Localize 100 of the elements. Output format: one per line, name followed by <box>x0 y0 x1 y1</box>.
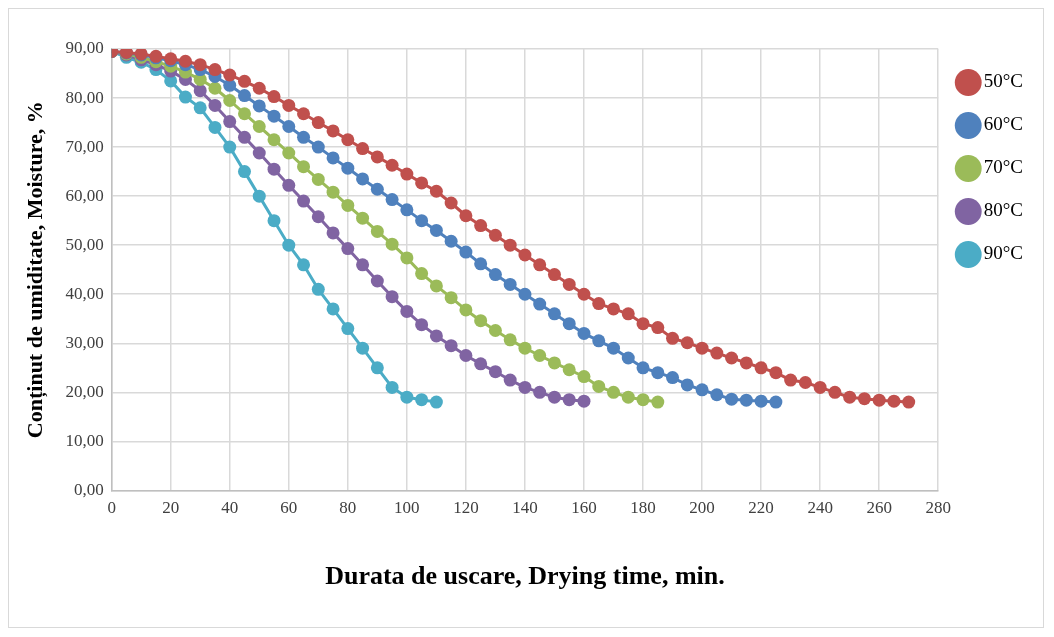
point <box>356 172 370 186</box>
legend-label: 50°C <box>983 70 1024 92</box>
point <box>621 307 635 321</box>
point <box>488 365 502 379</box>
point <box>311 116 325 130</box>
point <box>429 395 443 409</box>
y-tick-label: 40,00 <box>65 283 104 303</box>
point <box>577 287 591 301</box>
point <box>547 307 561 321</box>
x-tick-label: 0 <box>107 498 116 518</box>
point <box>887 394 901 408</box>
point <box>666 371 680 385</box>
point <box>680 336 694 350</box>
point <box>695 341 709 355</box>
x-tick-label: 200 <box>689 498 715 518</box>
point <box>474 357 488 371</box>
x-tick-label: 140 <box>512 498 538 518</box>
point <box>518 380 532 394</box>
point <box>400 251 414 265</box>
x-tick-label: 260 <box>866 498 892 518</box>
point <box>459 349 473 363</box>
point <box>533 349 547 363</box>
point <box>621 390 635 404</box>
point <box>252 189 266 203</box>
point <box>444 339 458 353</box>
point <box>193 84 207 98</box>
point <box>341 133 355 147</box>
point <box>488 324 502 338</box>
point <box>267 109 281 123</box>
point <box>769 395 783 409</box>
point <box>636 361 650 375</box>
x-tick-label: 20 <box>162 498 180 518</box>
point <box>503 277 517 291</box>
point <box>341 322 355 336</box>
point <box>651 366 665 380</box>
point <box>370 274 384 288</box>
point <box>474 314 488 328</box>
point <box>385 290 399 304</box>
point <box>356 142 370 156</box>
legend-label: 60°C <box>983 113 1024 135</box>
point <box>769 366 783 380</box>
point <box>415 176 429 190</box>
point <box>326 151 340 165</box>
point <box>607 302 620 316</box>
point <box>710 346 724 360</box>
point <box>415 267 429 281</box>
point <box>208 63 222 77</box>
point <box>459 209 473 223</box>
point <box>577 394 591 408</box>
point <box>488 228 502 242</box>
point <box>813 380 827 394</box>
point <box>518 248 532 262</box>
point <box>518 287 532 301</box>
point <box>503 238 517 252</box>
y-tick-label: 0,00 <box>73 479 104 499</box>
point <box>282 119 296 133</box>
point <box>252 146 266 160</box>
point <box>754 394 768 408</box>
point <box>282 238 296 252</box>
x-tick-label: 40 <box>221 498 239 518</box>
point <box>356 258 370 272</box>
point <box>843 390 857 404</box>
y-tick-label: 60,00 <box>65 185 104 205</box>
x-tick-label: 220 <box>748 498 774 518</box>
point <box>311 210 325 224</box>
point <box>680 378 694 392</box>
point <box>784 373 798 387</box>
point <box>415 393 429 407</box>
point <box>267 162 281 176</box>
point <box>385 158 399 172</box>
point <box>223 94 237 107</box>
point <box>429 279 443 293</box>
point <box>415 214 429 228</box>
y-tick-label: 10,00 <box>65 430 104 450</box>
point <box>577 370 591 384</box>
x-tick-label: 160 <box>571 498 597 518</box>
point <box>592 297 606 311</box>
point <box>547 268 561 282</box>
point <box>607 341 620 355</box>
point <box>621 351 635 365</box>
point <box>297 107 311 121</box>
point <box>562 277 576 291</box>
point <box>857 392 871 406</box>
point <box>828 385 842 399</box>
point <box>193 58 207 72</box>
point <box>459 245 473 259</box>
point <box>651 321 665 335</box>
point <box>178 54 192 68</box>
point <box>474 219 488 233</box>
y-tick-label: 90,00 <box>65 38 104 58</box>
y-tick-label: 80,00 <box>65 87 104 107</box>
point <box>297 130 311 144</box>
point <box>326 185 340 199</box>
point <box>488 268 502 282</box>
x-tick-label: 60 <box>280 498 298 518</box>
y-axis-title: Conținut de umiditate, Moisture, % <box>21 101 48 439</box>
point <box>636 393 650 407</box>
point <box>739 393 753 407</box>
point <box>326 124 340 138</box>
point <box>208 98 222 112</box>
